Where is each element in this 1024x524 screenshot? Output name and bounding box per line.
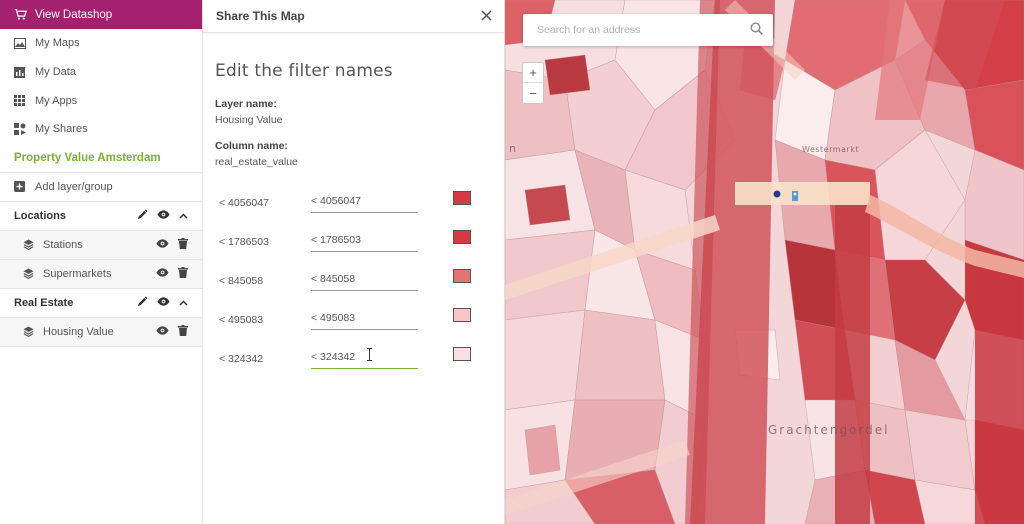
nav-my-apps[interactable]: My Apps — [0, 86, 202, 115]
filter-original-label: < 845058 — [219, 275, 264, 287]
shares-icon — [14, 123, 28, 136]
map-label: Grachtengordel — [768, 423, 890, 437]
filter-color-swatch[interactable] — [453, 230, 471, 244]
group-name: Locations — [14, 209, 66, 222]
cart-icon — [14, 8, 28, 21]
filter-row: < 845058 — [203, 267, 505, 297]
address-search — [523, 14, 773, 46]
layer-row-stations[interactable]: Stations — [0, 230, 202, 260]
panel-header: Share This Map — [203, 0, 504, 33]
filter-original-label: < 495083 — [219, 314, 264, 326]
nav-my-shares-label: My Shares — [35, 123, 88, 136]
nav-my-data-label: My Data — [35, 66, 76, 79]
map-label: Westermarkt — [802, 145, 859, 154]
share-panel: Share This Map Edit the filter names Lay… — [203, 0, 505, 524]
eye-icon[interactable] — [157, 297, 170, 309]
search-input[interactable] — [537, 24, 750, 36]
layer-name-label: Layer name: — [215, 98, 277, 110]
add-layer-button[interactable]: Add layer/group — [0, 173, 202, 202]
nav-my-data[interactable]: My Data — [0, 58, 202, 87]
group-name: Real Estate — [14, 296, 74, 309]
nav-my-maps[interactable]: My Maps — [0, 29, 202, 58]
chart-icon — [14, 66, 28, 78]
panel-body: Edit the filter names Layer name: Housin… — [203, 61, 504, 168]
layer-name: Stations — [43, 238, 83, 251]
filter-name-input[interactable] — [311, 228, 418, 252]
filter-color-swatch[interactable] — [453, 269, 471, 283]
layer-name: Supermarkets — [43, 267, 112, 280]
plus-box-icon — [14, 181, 28, 193]
group-header-locations[interactable]: Locations — [0, 202, 202, 231]
eye-icon[interactable] — [156, 326, 169, 338]
filter-name-input[interactable] — [311, 267, 418, 291]
filter-name-input[interactable] — [311, 189, 418, 213]
pencil-icon[interactable] — [137, 209, 148, 223]
search-icon[interactable] — [750, 22, 763, 38]
trash-icon[interactable] — [178, 237, 188, 252]
sidebar: View Datashop My Maps My Data My Apps My… — [0, 0, 203, 524]
grid-icon — [14, 95, 28, 107]
chevron-up-icon[interactable] — [179, 297, 188, 309]
edit-filter-title: Edit the filter names — [215, 61, 393, 81]
column-name-label: Column name: — [215, 140, 288, 152]
layer-name: Housing Value — [43, 325, 114, 338]
add-layer-label: Add layer/group — [35, 180, 113, 193]
nav-my-apps-label: My Apps — [35, 94, 78, 107]
filter-row: < 324342 — [203, 345, 505, 375]
filter-color-swatch[interactable] — [453, 308, 471, 322]
text-cursor-icon — [366, 348, 373, 364]
eye-icon[interactable] — [156, 239, 169, 251]
layer-row-supermarkets[interactable]: Supermarkets — [0, 259, 202, 289]
panel-title: Share This Map — [216, 9, 305, 23]
filter-original-label: < 4056047 — [219, 197, 269, 209]
layers-icon — [23, 268, 37, 280]
eye-icon[interactable] — [157, 210, 170, 222]
close-icon[interactable] — [479, 8, 495, 24]
filter-original-label: < 324342 — [219, 353, 264, 365]
filter-row: < 495083 — [203, 306, 505, 336]
nav-my-shares[interactable]: My Shares — [0, 115, 202, 144]
filter-color-swatch[interactable] — [453, 191, 471, 205]
filter-name-input[interactable] — [311, 306, 418, 330]
layers-icon — [23, 326, 37, 338]
eye-icon[interactable] — [156, 268, 169, 280]
trash-icon[interactable] — [178, 324, 188, 339]
filter-original-label: < 1786503 — [219, 236, 269, 248]
chevron-up-icon[interactable] — [179, 210, 188, 222]
layers-icon — [23, 239, 37, 251]
zoom-in-button[interactable]: + — [523, 63, 543, 83]
layer-row-housing-value[interactable]: Housing Value — [0, 317, 202, 347]
filter-row: < 1786503 — [203, 228, 505, 258]
view-datashop-button[interactable]: View Datashop — [0, 0, 202, 29]
filter-row: < 4056047 — [203, 189, 505, 219]
trash-icon[interactable] — [178, 266, 188, 281]
map-view[interactable]: Grachtengordel Westermarkt n + − — [505, 0, 1024, 524]
layer-name-value: Housing Value — [215, 114, 283, 126]
filter-name-input[interactable] — [311, 345, 418, 369]
column-name-value: real_estate_value — [215, 156, 298, 168]
filter-color-swatch[interactable] — [453, 347, 471, 361]
map-label: n — [509, 142, 518, 155]
zoom-control: + − — [522, 62, 544, 104]
project-title: Property Value Amsterdam — [0, 144, 202, 173]
image-icon — [14, 37, 28, 49]
choropleth-map[interactable] — [505, 0, 1024, 524]
nav-my-maps-label: My Maps — [35, 37, 80, 50]
group-header-real-estate[interactable]: Real Estate — [0, 289, 202, 318]
view-datashop-label: View Datashop — [35, 8, 113, 21]
pencil-icon[interactable] — [137, 296, 148, 310]
zoom-out-button[interactable]: − — [529, 85, 537, 101]
